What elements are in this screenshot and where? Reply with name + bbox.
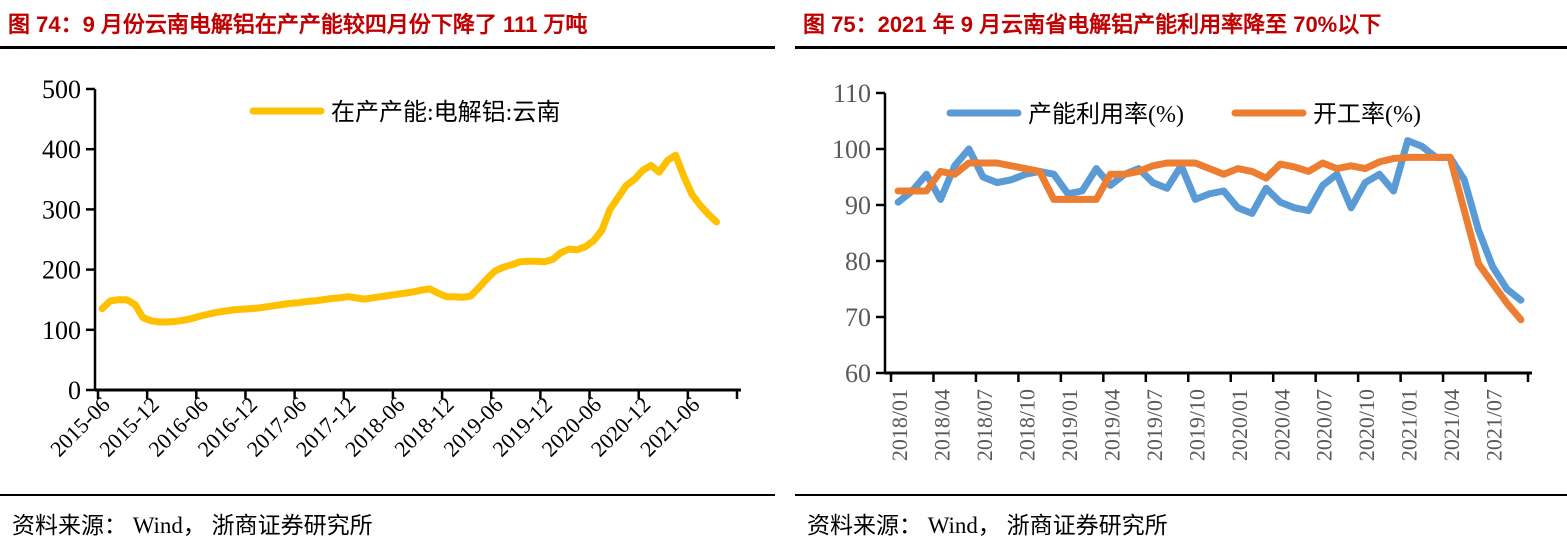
x-tick-label: 2019/04	[1099, 389, 1124, 461]
legend-label: 产能利用率(%)	[1028, 101, 1184, 128]
series-line-1	[894, 153, 1525, 324]
series-line-0	[98, 151, 720, 326]
y-tick-label: 70	[845, 303, 871, 332]
x-tick-label: 2019/10	[1184, 389, 1209, 461]
figure-75-line-chart: 60 70 80 90 100 110 2018/01 2018/04 2018/07 2018/…	[832, 79, 1532, 461]
x-tick-label: 2020/01	[1227, 389, 1252, 461]
x-tick-label: 2019/01	[1057, 389, 1082, 461]
y-tick-label: 300	[42, 195, 81, 224]
series-line-0	[894, 137, 1525, 304]
y-tick-label: 400	[42, 135, 81, 164]
figure-74-title-underline	[0, 46, 775, 49]
x-tick-label: 2018/04	[930, 389, 955, 461]
y-tick-label: 100	[832, 135, 871, 164]
x-tick-label: 2021/04	[1439, 389, 1464, 461]
figure-74-line-chart: 01002003004005002015-062015-122016-06201…	[42, 75, 741, 461]
x-tick-label: 2019/07	[1142, 389, 1167, 461]
x-tick-label: 2018/10	[1014, 389, 1039, 461]
x-tick-label: 2021/01	[1397, 389, 1422, 461]
figure-74-panel: 图 74：9 月份云南电解铝在产产能较四月份下降了 111 万吨 0 100 200…	[0, 0, 775, 549]
y-tick-label: 200	[42, 256, 81, 285]
figure-75-title-underline	[795, 46, 1567, 49]
figure-75-panel: 图 75：2021 年 9 月云南省电解铝产能利用率降至 70%以下 60 70 8…	[795, 0, 1567, 549]
y-tick-label: 90	[845, 191, 871, 220]
x-tick-label: 2018/07	[972, 389, 997, 461]
x-tick-label: 2018/01	[887, 389, 912, 461]
legend-label: 开工率(%)	[1313, 101, 1421, 128]
x-tick-label: 2021/07	[1482, 389, 1507, 461]
figure-75-title: 图 75：2021 年 9 月云南省电解铝产能利用率降至 70%以下	[803, 12, 1382, 37]
y-tick-label: 0	[68, 376, 81, 405]
y-tick-label: 80	[845, 247, 871, 276]
x-tick-label: 2020/07	[1312, 389, 1337, 461]
figure-74-source-note: 资料来源： Wind， 浙商证券研究所	[12, 513, 373, 538]
y-tick-label: 500	[42, 75, 81, 104]
x-tick-label: 2020/10	[1354, 389, 1379, 461]
figure-75-source-note: 资料来源： Wind， 浙商证券研究所	[807, 513, 1168, 538]
y-tick-label: 110	[833, 79, 871, 108]
y-tick-label: 60	[845, 359, 871, 388]
legend-label: 在产产能:电解铝:云南	[331, 99, 560, 126]
x-tick-label: 2020/04	[1269, 389, 1294, 461]
figure-74-title: 图 74：9 月份云南电解铝在产产能较四月份下降了 111 万吨	[8, 12, 588, 37]
figure-75-source-divider	[795, 494, 1567, 496]
y-tick-label: 100	[42, 316, 81, 345]
figure-74-source-divider	[0, 494, 775, 496]
